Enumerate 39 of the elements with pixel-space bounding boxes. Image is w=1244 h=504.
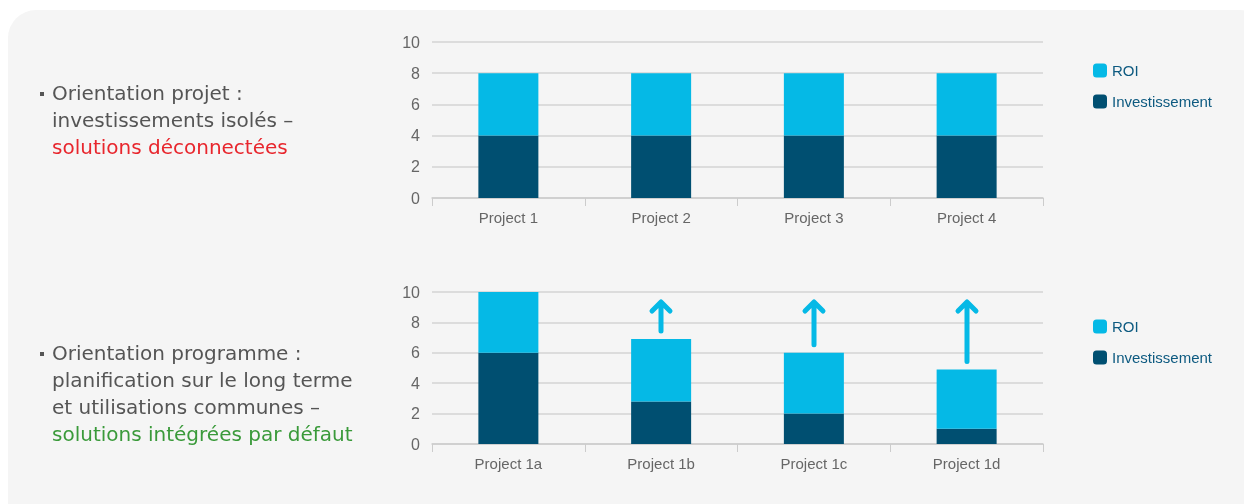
x-tick-label: Project 4 bbox=[937, 209, 997, 226]
x-tick-label: Project 2 bbox=[631, 209, 691, 226]
y-tick-label: 10 bbox=[402, 283, 421, 301]
x-tick-label: Project 1d bbox=[932, 455, 1001, 472]
y-tick-label: 0 bbox=[411, 435, 421, 453]
legend-label: ROI bbox=[1112, 318, 1139, 335]
y-tick-label: 0 bbox=[411, 189, 421, 207]
text: solutions déconnectées bbox=[52, 134, 289, 161]
x-tick-label: Project 1a bbox=[474, 455, 543, 472]
y-tick-label: 4 bbox=[411, 127, 421, 145]
x-tick-label: Project 1c bbox=[780, 455, 848, 472]
text: investissements isolés – bbox=[52, 107, 294, 134]
x-tick-label: Project 1b bbox=[627, 455, 695, 472]
x-tick-label: Project 1 bbox=[478, 209, 538, 226]
bar bbox=[478, 352, 539, 444]
legend-label: ROI bbox=[1112, 62, 1139, 79]
legend-label: Investissement bbox=[1112, 93, 1213, 110]
y-tick-label: 4 bbox=[411, 374, 421, 392]
y-tick-label: 2 bbox=[411, 158, 421, 176]
y-tick-label: 10 bbox=[402, 33, 421, 51]
text: Orientation programme : bbox=[52, 340, 303, 367]
bar bbox=[631, 339, 692, 402]
bar bbox=[783, 413, 844, 444]
bar bbox=[631, 401, 692, 444]
text: et utilisations communes – bbox=[52, 394, 322, 421]
bar bbox=[783, 352, 844, 414]
text: solutions intégrées par défaut bbox=[52, 421, 353, 448]
y-tick-label: 8 bbox=[411, 64, 421, 82]
text: planification sur le long terme bbox=[52, 367, 353, 394]
text: Orientation projet : bbox=[52, 80, 244, 107]
bar bbox=[936, 428, 997, 444]
y-tick-label: 6 bbox=[411, 344, 421, 362]
bar bbox=[478, 292, 539, 353]
y-tick-label: 2 bbox=[411, 405, 421, 423]
y-tick-label: 6 bbox=[411, 95, 421, 113]
bar bbox=[936, 369, 997, 429]
y-tick-label: 8 bbox=[411, 313, 421, 331]
legend-label: Investissement bbox=[1112, 349, 1213, 366]
x-tick-label: Project 3 bbox=[784, 209, 844, 226]
